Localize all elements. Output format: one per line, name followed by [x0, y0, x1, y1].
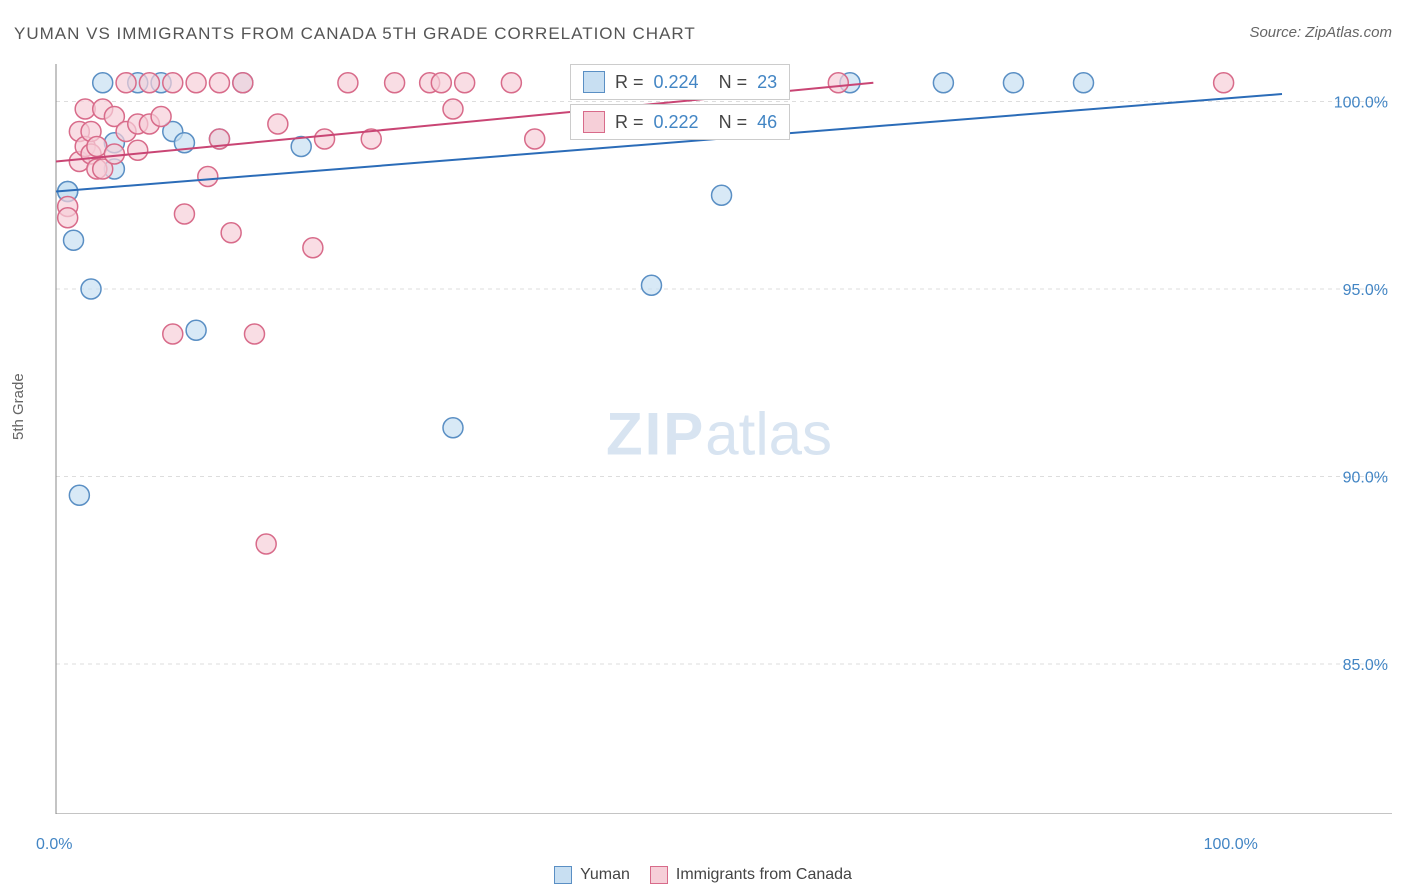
data-point — [501, 73, 521, 93]
data-point — [174, 204, 194, 224]
data-point — [163, 324, 183, 344]
chart-title: YUMAN VS IMMIGRANTS FROM CANADA 5TH GRAD… — [14, 24, 696, 44]
data-point — [233, 73, 253, 93]
y-axis-label: 5th Grade — [10, 373, 27, 440]
data-point — [93, 73, 113, 93]
data-point — [209, 73, 229, 93]
data-point — [933, 73, 953, 93]
data-point — [128, 140, 148, 160]
data-point — [198, 167, 218, 187]
stat-box: R = 0.224 N = 23 — [570, 64, 790, 100]
data-point — [186, 73, 206, 93]
chart-area: 85.0%90.0%95.0%100.0% ZIPatlas R = 0.224… — [46, 54, 1392, 814]
stat-r-value: 0.222 — [654, 112, 699, 133]
data-point — [525, 129, 545, 149]
data-point — [151, 107, 171, 127]
data-point — [81, 279, 101, 299]
legend-item: Yuman — [554, 866, 630, 884]
data-point — [58, 208, 78, 228]
stat-r-label: R = — [615, 72, 644, 93]
x-tick-label: 0.0% — [36, 836, 72, 854]
legend-swatch — [650, 866, 668, 884]
data-point — [1003, 73, 1023, 93]
data-point — [443, 99, 463, 119]
y-tick-label: 95.0% — [1343, 282, 1388, 299]
data-point — [338, 73, 358, 93]
data-point — [116, 73, 136, 93]
data-point — [268, 114, 288, 134]
source-attribution: Source: ZipAtlas.com — [1249, 24, 1392, 41]
data-point — [69, 485, 89, 505]
stat-n-value: 23 — [757, 72, 777, 93]
data-point — [104, 144, 124, 164]
data-point — [712, 185, 732, 205]
data-point — [828, 73, 848, 93]
legend-bottom: Yuman Immigrants from Canada — [0, 866, 1406, 884]
y-tick-label: 85.0% — [1343, 657, 1388, 674]
data-point — [186, 320, 206, 340]
stat-swatch — [583, 111, 605, 133]
stat-n-label: N = — [709, 72, 748, 93]
data-point — [443, 418, 463, 438]
legend-swatch — [554, 866, 572, 884]
data-point — [641, 275, 661, 295]
data-point — [64, 230, 84, 250]
legend-label: Yuman — [580, 866, 630, 884]
stat-r-value: 0.224 — [654, 72, 699, 93]
stat-r-label: R = — [615, 112, 644, 133]
legend-label: Immigrants from Canada — [676, 866, 852, 884]
data-point — [315, 129, 335, 149]
data-point — [1214, 73, 1234, 93]
y-tick-label: 90.0% — [1343, 470, 1388, 487]
legend-item: Immigrants from Canada — [650, 866, 852, 884]
data-point — [303, 238, 323, 258]
data-point — [431, 73, 451, 93]
stat-box: R = 0.222 N = 46 — [570, 104, 790, 140]
data-point — [139, 73, 159, 93]
data-point — [221, 223, 241, 243]
scatter-plot: 85.0% 90.0% 95.0% 100.0% — [46, 54, 1392, 814]
stat-n-value: 46 — [757, 112, 777, 133]
stat-n-label: N = — [709, 112, 748, 133]
data-point — [163, 73, 183, 93]
data-point — [244, 324, 264, 344]
y-tick-label: 100.0% — [1334, 95, 1388, 112]
data-point — [1074, 73, 1094, 93]
data-point — [455, 73, 475, 93]
x-tick-label: 100.0% — [1204, 836, 1258, 854]
stat-swatch — [583, 71, 605, 93]
data-point — [256, 534, 276, 554]
data-point — [385, 73, 405, 93]
